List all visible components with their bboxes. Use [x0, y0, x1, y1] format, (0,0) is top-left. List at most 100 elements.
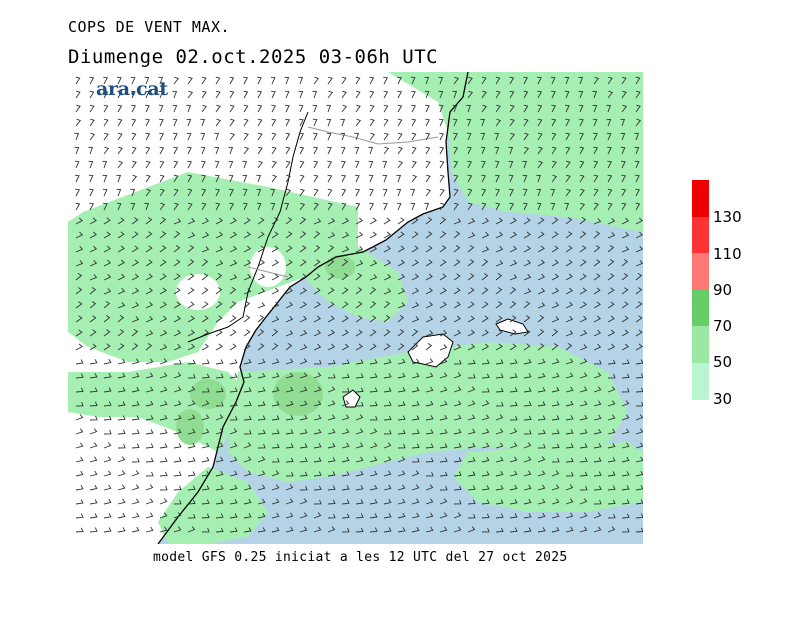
- wind-barb: [229, 499, 238, 505]
- wind-barb: [537, 415, 546, 421]
- wind-barb: [383, 217, 391, 225]
- wind-barb: [75, 231, 84, 239]
- wind-barb: [299, 329, 308, 337]
- wind-barb: [341, 471, 350, 477]
- wind-barb: [621, 188, 627, 197]
- wind-barb: [579, 273, 587, 281]
- wind-barb: [607, 174, 613, 183]
- wind-barb: [285, 512, 294, 519]
- wind-barb: [579, 457, 588, 463]
- wind-barb: [327, 259, 335, 267]
- legend-swatch-130-plus: [692, 180, 709, 217]
- wind-barb: [551, 470, 560, 477]
- wind-barb: [145, 372, 154, 379]
- wind-barb: [187, 329, 195, 337]
- wind-barb: [103, 301, 111, 309]
- wind-barb: [383, 484, 392, 491]
- wind-barb: [425, 415, 434, 421]
- wind-barb: [243, 470, 252, 477]
- wind-barb: [228, 146, 234, 155]
- wind-barb: [453, 443, 462, 449]
- wind-barb: [201, 301, 209, 309]
- wind-barb: [565, 287, 573, 295]
- wind-barb: [439, 217, 447, 225]
- wind-barb: [439, 202, 446, 211]
- wind-barb: [299, 245, 307, 253]
- wind-barb: [75, 329, 83, 337]
- wind-barb: [117, 387, 126, 393]
- wind-barb: [299, 315, 308, 323]
- wind-barb: [271, 132, 277, 141]
- wind-barb: [229, 90, 235, 99]
- wind-barb: [551, 231, 559, 239]
- wind-barb: [327, 386, 336, 393]
- wind-barb: [621, 387, 630, 393]
- wind-barb: [480, 118, 486, 127]
- wind-barb: [327, 400, 336, 407]
- wind-barb: [131, 245, 139, 253]
- wind-barb: [565, 498, 574, 505]
- wind-barb: [467, 386, 476, 393]
- wind-barb: [130, 76, 136, 85]
- wind-barb: [523, 217, 531, 225]
- wind-barb: [257, 132, 263, 141]
- wind-barb: [355, 513, 364, 519]
- wind-barb: [285, 146, 291, 155]
- wind-barb: [411, 386, 420, 393]
- wind-barb: [607, 245, 615, 253]
- wind-barb: [621, 246, 630, 253]
- wind-barb: [117, 146, 123, 155]
- wind-barb: [523, 415, 532, 421]
- wind-barb: [103, 387, 112, 393]
- wind-barb: [551, 118, 557, 127]
- wind-barb: [523, 343, 531, 351]
- wind-barb: [130, 202, 136, 211]
- wind-barb: [369, 415, 378, 421]
- wind-barb: [215, 273, 223, 281]
- wind-barb: [243, 373, 252, 379]
- wind-barb: [88, 146, 94, 155]
- wind-barb: [438, 104, 444, 113]
- wind-barb: [242, 160, 248, 169]
- wind-barb: [383, 146, 390, 155]
- wind-barb: [313, 287, 321, 295]
- wind-barb: [75, 273, 83, 281]
- wind-barb: [481, 414, 490, 421]
- wind-barb: [425, 273, 433, 281]
- wind-barb: [411, 273, 419, 281]
- ara-cat-logo: ara.cat: [96, 78, 168, 100]
- wind-barb: [88, 160, 94, 169]
- wind-barb: [621, 359, 630, 365]
- wind-barb: [509, 245, 518, 253]
- wind-barb: [509, 499, 518, 505]
- wind-barb: [593, 485, 602, 491]
- wind-barb: [439, 443, 448, 449]
- wind-barb: [369, 315, 377, 323]
- wind-barb: [425, 132, 431, 141]
- wind-barb: [284, 202, 290, 211]
- wind-barb: [593, 400, 602, 407]
- wind-barb: [117, 470, 126, 477]
- wind-barb: [383, 231, 391, 239]
- wind-barb: [635, 174, 640, 183]
- wind-barb: [215, 442, 224, 449]
- wind-barb: [397, 372, 406, 379]
- wind-barb: [551, 415, 560, 421]
- wind-barb: [523, 146, 530, 155]
- wind-barb: [565, 400, 574, 407]
- wind-barb: [396, 188, 402, 197]
- wind-barb: [313, 428, 322, 435]
- wind-barb: [537, 387, 546, 393]
- wind-barb: [89, 513, 98, 519]
- wind-barb: [117, 498, 126, 505]
- wind-barb: [243, 358, 252, 365]
- wind-barb: [341, 301, 349, 309]
- wind-barb: [635, 456, 643, 463]
- wind-barb: [327, 160, 332, 169]
- wind-barb: [606, 118, 612, 127]
- wind-barb: [229, 202, 234, 211]
- wind-barb: [621, 428, 630, 435]
- wind-barb: [117, 443, 126, 449]
- wind-barb: [243, 288, 252, 295]
- wind-barb: [425, 471, 434, 477]
